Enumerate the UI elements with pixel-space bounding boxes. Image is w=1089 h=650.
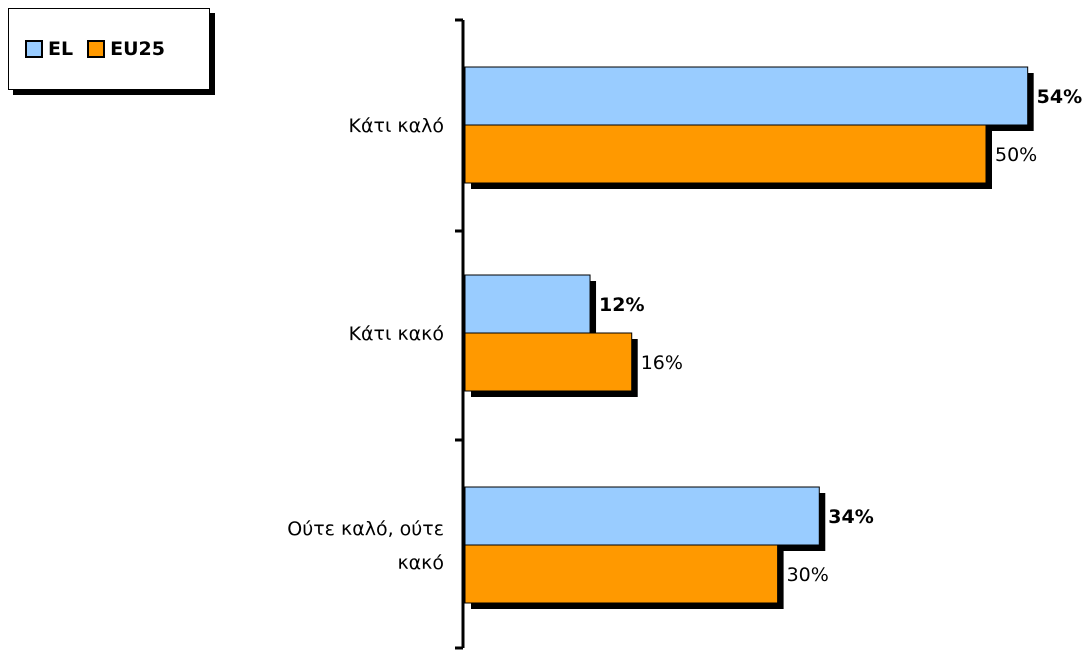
data-label-el-0: 54% <box>1037 86 1082 108</box>
data-label-eu25-1: 16% <box>641 352 683 374</box>
bar-eu25-2 <box>464 544 779 604</box>
bar-eu25-1 <box>464 332 633 392</box>
data-label-el-2: 34% <box>828 506 873 528</box>
legend-item-el: EL <box>25 38 73 60</box>
bar-eu25-0 <box>464 124 987 184</box>
legend-item-eu25: EU25 <box>87 38 165 60</box>
chart-legend: EL EU25 <box>8 8 210 90</box>
category-label-2: Ούτε καλό, ούτε κακό <box>287 518 444 574</box>
data-label-el-1: 12% <box>599 294 644 316</box>
bar-el-2 <box>464 486 820 546</box>
legend-swatch-eu25 <box>87 40 106 58</box>
data-label-eu25-0: 50% <box>995 144 1037 166</box>
legend-label-eu25: EU25 <box>110 38 165 60</box>
bar-el-0 <box>464 66 1029 126</box>
data-label-eu25-2: 30% <box>787 564 829 586</box>
legend-label-el: EL <box>48 38 74 60</box>
category-label-1: Κάτι κακό <box>349 323 444 345</box>
category-label-0: Κάτι καλό <box>349 115 444 137</box>
legend-swatch-el <box>25 40 43 58</box>
bar-el-1 <box>464 274 591 334</box>
